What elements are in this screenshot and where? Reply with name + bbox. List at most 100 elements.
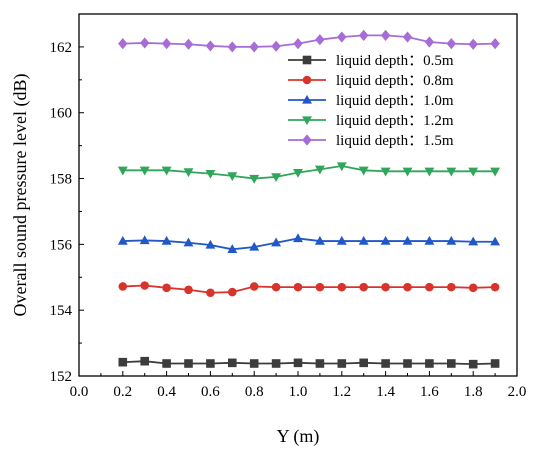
legend-marker — [302, 75, 312, 85]
data-point — [271, 282, 281, 292]
legend: liquid depth：0.5m liquid depth：0.8m liquid… — [288, 53, 454, 149]
data-point — [271, 359, 281, 368]
data-point — [117, 166, 128, 176]
data-point — [249, 359, 259, 368]
legend-label: liquid depth：1.2m — [336, 113, 454, 129]
data-point — [249, 241, 260, 251]
data-point — [402, 31, 413, 43]
y-axis-title: Overall sound pressure level (dB) — [10, 74, 31, 317]
data-point — [205, 40, 216, 52]
legend-marker — [302, 94, 312, 104]
data-point — [227, 41, 238, 53]
data-point — [358, 29, 369, 41]
data-point — [161, 38, 172, 50]
data-point — [425, 282, 434, 292]
data-point — [424, 167, 435, 177]
legend-marker — [302, 134, 312, 146]
data-point — [468, 236, 479, 246]
y-tick-label: 152 — [50, 369, 73, 385]
data-point — [184, 359, 193, 368]
x-tick-label: 0.0 — [70, 384, 89, 400]
data-point — [468, 167, 479, 177]
data-point — [402, 235, 413, 245]
series-line — [122, 237, 496, 251]
data-point — [293, 358, 303, 368]
legend-label: liquid depth：1.5m — [336, 133, 454, 149]
data-point — [359, 358, 368, 368]
data-point — [184, 285, 193, 295]
data-point — [271, 40, 281, 52]
data-point — [228, 287, 237, 297]
data-point — [183, 168, 194, 178]
legend-item: liquid depth：1.2m — [288, 113, 454, 129]
data-point — [468, 359, 478, 369]
data-point — [468, 38, 478, 50]
data-point — [447, 359, 456, 368]
data-point — [336, 162, 347, 172]
data-point — [380, 167, 391, 177]
series-2 — [118, 281, 500, 298]
data-point — [468, 283, 478, 293]
data-point — [446, 38, 457, 50]
data-point — [314, 235, 325, 245]
data-point — [162, 359, 171, 368]
data-point — [403, 359, 412, 368]
data-point — [162, 283, 171, 293]
data-point — [424, 235, 435, 245]
data-point — [336, 235, 347, 245]
series-1 — [118, 356, 500, 369]
data-point — [402, 167, 413, 177]
data-point — [380, 29, 391, 41]
x-tick-label: 1.4 — [376, 384, 395, 400]
y-tick-label: 158 — [50, 172, 73, 188]
legend-label: liquid depth：0.8m — [336, 73, 454, 89]
data-point — [140, 356, 149, 366]
data-point — [227, 172, 238, 182]
data-point — [139, 235, 150, 245]
data-point — [425, 359, 434, 368]
data-point — [293, 282, 303, 292]
series-line — [122, 165, 496, 180]
legend-item: liquid depth：1.5m — [288, 133, 454, 149]
data-point — [337, 359, 347, 368]
legend-item: liquid depth：0.5m — [288, 53, 454, 69]
x-tick-label: 2.0 — [508, 384, 527, 400]
x-axis-ticks: 0.0 0.2 0.4 0.6 0.8 1.0 1.2 1.4 1.6 1.8 2.0 — [70, 371, 527, 400]
x-axis-title: Y (m) — [277, 426, 320, 447]
legend-label: liquid depth：0.5m — [336, 53, 454, 69]
data-point — [403, 282, 412, 292]
y-tick-label: 154 — [50, 303, 73, 319]
data-point — [315, 282, 325, 292]
data-point — [337, 282, 347, 292]
series-3 — [117, 233, 501, 253]
data-point — [381, 359, 390, 368]
data-point — [446, 167, 457, 177]
data-point — [228, 358, 237, 368]
y-tick-label: 156 — [50, 237, 73, 253]
data-point — [490, 236, 501, 246]
data-point — [118, 38, 128, 50]
data-point — [140, 281, 149, 290]
data-point — [118, 282, 128, 291]
data-point — [249, 41, 259, 53]
x-tick-label: 1.0 — [289, 384, 308, 400]
x-tick-label: 0.8 — [245, 384, 264, 400]
x-tick-label: 0.4 — [157, 384, 176, 400]
data-point — [424, 36, 435, 48]
data-point — [205, 169, 216, 179]
data-point — [249, 174, 260, 184]
x-tick-label: 1.8 — [464, 384, 483, 400]
data-point — [293, 168, 303, 178]
y-tick-label: 160 — [50, 106, 73, 122]
x-tick-label: 1.6 — [420, 384, 439, 400]
data-point — [271, 237, 282, 247]
legend-item: liquid depth：0.8m — [288, 73, 454, 89]
plot-frame — [78, 13, 518, 377]
data-point — [161, 166, 172, 176]
data-point — [139, 166, 150, 176]
data-point — [205, 239, 216, 249]
data-point — [358, 166, 369, 176]
data-point — [293, 233, 303, 243]
